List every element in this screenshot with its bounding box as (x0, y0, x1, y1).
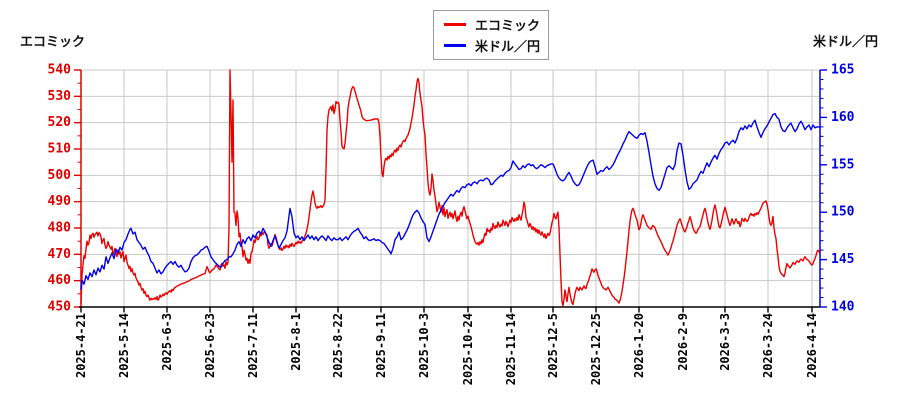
x-tick-label: 2025-7-11 (246, 313, 260, 378)
left-tick-label: 480 (48, 221, 72, 236)
x-tick-label: 2025-11-14 (504, 313, 518, 385)
right-axis-title: 米ドル／円 (812, 35, 878, 50)
legend-item-ecomic: エコミック (444, 14, 548, 35)
right-tick-label: 145 (831, 252, 854, 267)
left-tick-label: 510 (48, 142, 72, 157)
legend-box: エコミック 米ドル／円 (433, 10, 549, 60)
left-tick-label: 500 (48, 168, 72, 183)
x-tick-label: 2026-3-3 (718, 313, 732, 371)
legend-label: 米ドル／円 (475, 40, 541, 55)
left-tick-label: 530 (48, 89, 72, 104)
right-tick-label: 140 (831, 300, 855, 315)
left-tick-label: 520 (48, 115, 72, 130)
x-tick-label: 2025-12-5 (546, 313, 560, 378)
series-line-usdjpy (80, 112, 820, 290)
x-tick-label: 2025-8-22 (331, 313, 345, 378)
right-tick-label: 165 (831, 63, 854, 78)
left-axis-title: エコミック (20, 35, 86, 50)
x-tick-label: 2025-6-3 (160, 313, 174, 371)
right-tick-label: 160 (831, 110, 855, 125)
left-tick-label: 460 (48, 273, 72, 288)
right-tick-label: 150 (831, 205, 855, 220)
x-tick-label: 2025-5-14 (117, 313, 131, 378)
legend-label: エコミック (475, 19, 541, 34)
x-tick-label: 2025-8-1 (289, 313, 303, 371)
left-tick-label: 490 (48, 194, 72, 209)
x-tick-label: 2025-10-3 (417, 313, 431, 378)
left-tick-label: 450 (48, 300, 72, 315)
x-tick-label: 2026-1-20 (632, 313, 646, 378)
x-tick-label: 2026-3-24 (761, 313, 775, 378)
series-line-ecomic (80, 69, 820, 307)
x-tick-label: 2025-10-24 (461, 313, 475, 385)
left-tick-label: 540 (48, 63, 72, 78)
left-tick-label: 470 (48, 247, 72, 262)
x-tick-label: 2026-4-14 (805, 313, 819, 378)
blue-line-swatch-icon (444, 44, 466, 47)
x-tick-label: 2025-9-11 (374, 313, 388, 378)
red-line-swatch-icon (444, 23, 466, 26)
x-tick-label: 2026-2-9 (676, 313, 690, 371)
legend-item-usdjpy: 米ドル／円 (444, 35, 548, 56)
x-tick-label: 2025-12-25 (589, 313, 603, 385)
right-tick-label: 155 (831, 157, 854, 172)
x-tick-label: 2025-4-21 (74, 313, 88, 378)
x-tick-label: 2025-6-23 (203, 313, 217, 378)
